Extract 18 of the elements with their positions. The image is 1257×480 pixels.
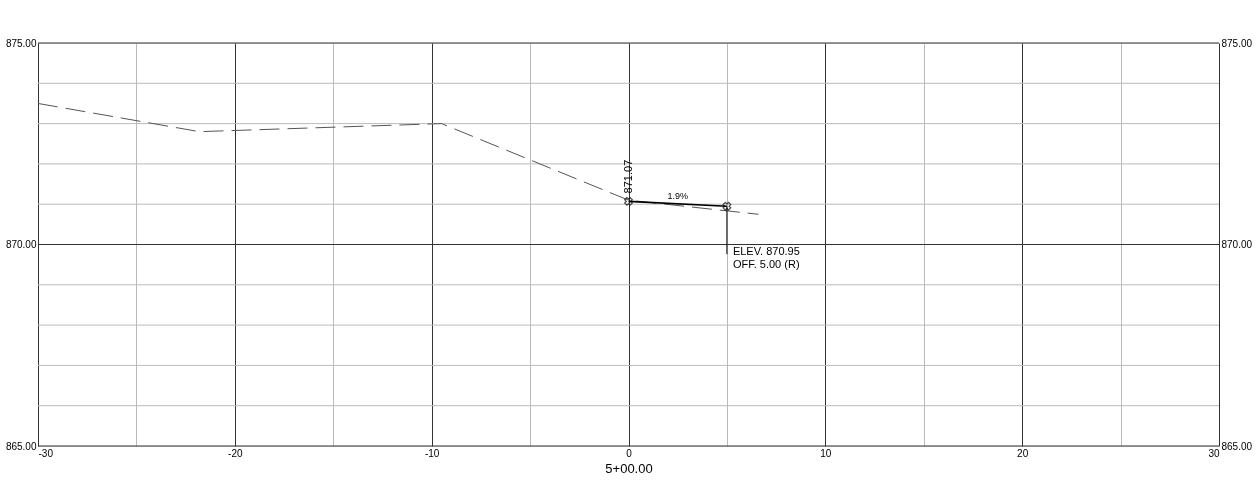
y-tick-label: 865.00 — [5, 440, 37, 452]
x-tick-label: 0 — [626, 447, 633, 459]
x-tick-label: -30 — [38, 447, 54, 459]
x-tick-label: -10 — [424, 447, 440, 459]
x-tick-label: 30 — [1208, 447, 1220, 459]
line-series — [37, 102, 759, 215]
y-tick-label: 870.00 — [5, 239, 37, 250]
annotation: ELEV. 870.95 OFF. 5.00 (R) — [732, 245, 800, 271]
x-tick-label: 10 — [820, 447, 832, 459]
x-tick-label: 20 — [1017, 447, 1029, 459]
y2-tick-label: 865.00 — [1221, 440, 1253, 452]
annotation: 871.07 — [621, 159, 634, 194]
y-tick-label: 875.00 — [5, 37, 37, 49]
x-tick-label: -20 — [228, 447, 243, 459]
y2-tick-label: 875.00 — [1221, 37, 1253, 49]
x-axis-title: 5+00.00 — [605, 460, 653, 476]
y2-tick-label: 870.00 — [1221, 239, 1253, 250]
annotation: 1.9% — [667, 190, 688, 201]
